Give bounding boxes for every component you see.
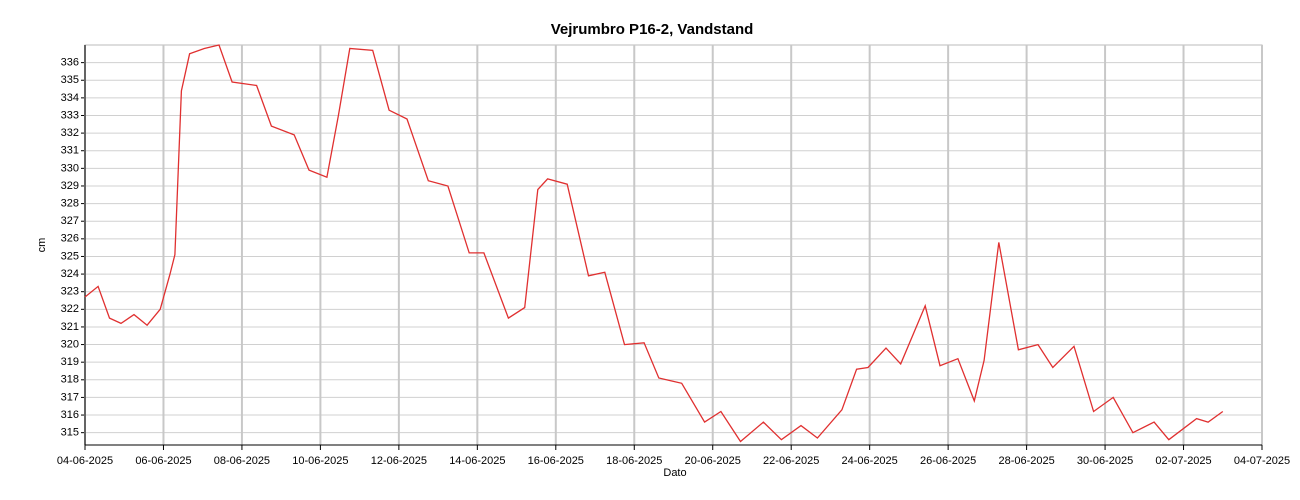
y-tick-label: 321 — [61, 321, 79, 333]
x-tick-label: 22-06-2025 — [763, 455, 819, 467]
y-tick-label: 322 — [61, 303, 79, 315]
x-tick-label: 14-06-2025 — [449, 455, 505, 467]
data-line — [84, 44, 1224, 443]
y-tick-label: 325 — [61, 250, 79, 262]
x-tick-label: 18-06-2025 — [606, 455, 662, 467]
plot-area — [84, 44, 1263, 446]
x-tick-label: 24-06-2025 — [842, 455, 898, 467]
y-tick-label: 315 — [61, 427, 79, 439]
x-tick-label: 12-06-2025 — [371, 455, 427, 467]
x-tick-label: 28-06-2025 — [998, 455, 1054, 467]
y-tick-label: 336 — [61, 57, 79, 69]
y-axis-label: cm — [36, 238, 48, 253]
y-tick-label: 323 — [61, 286, 79, 298]
x-tick-label: 30-06-2025 — [1077, 455, 1133, 467]
x-tick-label: 08-06-2025 — [214, 455, 270, 467]
x-tick-label: 26-06-2025 — [920, 455, 976, 467]
y-tick-label: 316 — [61, 409, 79, 421]
y-tick-label: 317 — [61, 391, 79, 403]
y-tick-label: 329 — [61, 180, 79, 192]
x-tick-label: 02-07-2025 — [1155, 455, 1211, 467]
y-tick-label: 318 — [61, 374, 79, 386]
y-tick-label: 332 — [61, 127, 79, 139]
y-tick-label: 319 — [61, 356, 79, 368]
y-tick-label: 334 — [61, 92, 79, 104]
y-tick-label: 324 — [61, 268, 79, 280]
y-tick-label: 335 — [61, 74, 79, 86]
y-tick-label: 328 — [61, 197, 79, 209]
y-tick-label: 320 — [61, 338, 79, 350]
x-tick-label: 04-06-2025 — [57, 455, 113, 467]
x-tick-label: 20-06-2025 — [685, 455, 741, 467]
chart-title: Vejrumbro P16-2, Vandstand — [551, 21, 754, 38]
y-tick-label: 333 — [61, 109, 79, 121]
y-tick-label: 331 — [61, 145, 79, 157]
x-tick-label: 04-07-2025 — [1234, 455, 1290, 467]
x-tick-label: 10-06-2025 — [292, 455, 348, 467]
y-tick-label: 326 — [61, 233, 79, 245]
x-tick-label: 16-06-2025 — [528, 455, 584, 467]
x-axis-label: Dato — [663, 467, 686, 479]
x-tick-label: 06-06-2025 — [135, 455, 191, 467]
y-tick-label: 327 — [61, 215, 79, 227]
y-tick-label: 330 — [61, 162, 79, 174]
